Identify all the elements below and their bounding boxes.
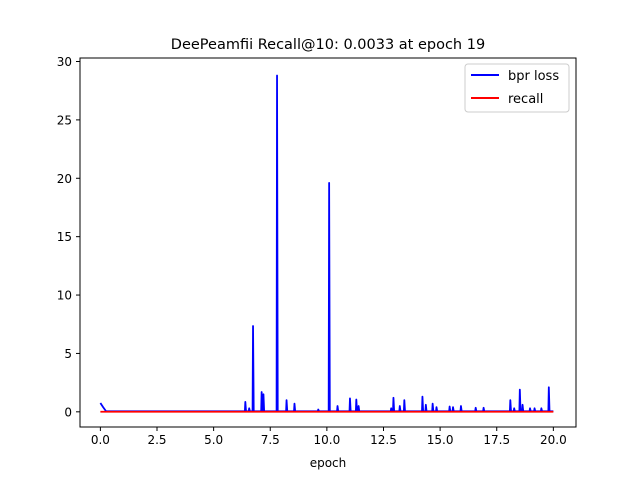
y-axis: 0 5 10 15 20 25 30 xyxy=(57,55,80,419)
y-tick-label: 30 xyxy=(57,55,72,69)
chart-title: DeePeamfii Recall@10: 0.0033 at epoch 19 xyxy=(171,37,485,53)
legend: bpr loss recall xyxy=(464,63,570,113)
legend-label-recall: recall xyxy=(508,92,543,107)
y-tick-label: 10 xyxy=(57,289,72,303)
y-tick-label: 15 xyxy=(57,230,72,244)
x-tick-label: 12.5 xyxy=(370,433,397,447)
x-tick-label: 2.5 xyxy=(147,433,166,447)
x-tick-label: 0.0 xyxy=(91,433,110,447)
plot-frame xyxy=(79,57,577,428)
x-tick-label: 17.5 xyxy=(483,433,510,447)
series-layer xyxy=(99,74,554,413)
x-tick-label: 5.0 xyxy=(204,433,223,447)
y-tick-label: 20 xyxy=(57,172,72,186)
y-tick-label: 25 xyxy=(57,113,72,127)
y-tick-label: 5 xyxy=(64,347,72,361)
x-axis: 0.0 2.5 5.0 7.5 10.0 12.5 15.0 17.5 20.0 xyxy=(91,427,567,447)
y-tick-label: 0 xyxy=(64,405,72,419)
x-axis-label: epoch xyxy=(310,456,347,470)
x-tick-label: 7.5 xyxy=(261,433,280,447)
x-tick-label: 15.0 xyxy=(427,433,454,447)
x-tick-label: 10.0 xyxy=(314,433,341,447)
x-tick-label: 20.0 xyxy=(540,433,567,447)
legend-label-bpr-loss: bpr loss xyxy=(508,69,559,84)
